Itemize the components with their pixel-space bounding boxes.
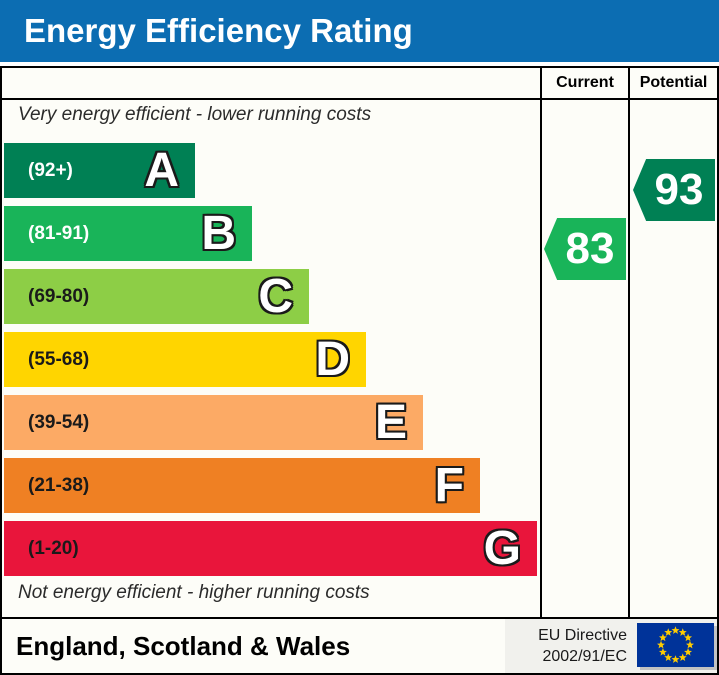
band-c: (69-80) C — [4, 269, 309, 324]
title-bar: Energy Efficiency Rating — [0, 0, 719, 62]
band-g: (1-20) G — [4, 521, 537, 576]
current-rating-value: 83 — [565, 224, 615, 273]
eu-directive-label: EU Directive 2002/91/EC — [538, 625, 627, 667]
band-d: (55-68) D — [4, 332, 366, 387]
band-g-letter: G — [483, 521, 521, 575]
band-e-range-label: (39-54) — [28, 411, 90, 433]
band-e: (39-54) E — [4, 395, 423, 450]
current-column-header: Current — [556, 74, 614, 91]
potential-rating-arrow: 93 — [633, 159, 715, 221]
eu-directive-line2: 2002/91/EC — [542, 648, 627, 665]
band-e-letter: E — [374, 395, 407, 449]
band-d-range-label: (55-68) — [28, 348, 90, 370]
band-b-range-label: (81-91) — [28, 222, 90, 244]
band-f-range-label: (21-38) — [28, 474, 90, 496]
band-c-letter: C — [258, 269, 293, 323]
potential-rating-value: 93 — [654, 165, 704, 214]
eu-flag-icon — [637, 623, 714, 667]
eu-directive-line1: EU Directive — [538, 627, 627, 644]
band-b: (81-91) B — [4, 206, 252, 261]
band-c-range-label: (69-80) — [28, 285, 90, 307]
potential-column-divider — [628, 66, 630, 617]
header-divider — [0, 98, 719, 100]
band-f: (21-38) F — [4, 458, 480, 513]
band-f-letter: F — [434, 458, 464, 512]
bottom-caption: Not energy efficient - higher running co… — [18, 582, 370, 603]
page-title: Energy Efficiency Rating — [24, 12, 413, 49]
band-b-letter: B — [201, 206, 236, 260]
band-g-range-label: (1-20) — [28, 537, 79, 559]
potential-column-header: Potential — [639, 74, 708, 91]
band-a-letter: A — [144, 143, 179, 197]
current-rating-arrow: 83 — [544, 218, 626, 280]
footer-divider — [0, 617, 719, 619]
current-column-divider — [540, 66, 542, 617]
top-caption: Very energy efficient - lower running co… — [18, 104, 372, 125]
band-a-range-label: (92+) — [28, 159, 73, 181]
band-a: (92+) A — [4, 143, 195, 198]
band-d-letter: D — [315, 332, 350, 386]
region-label: England, Scotland & Wales — [16, 630, 351, 661]
